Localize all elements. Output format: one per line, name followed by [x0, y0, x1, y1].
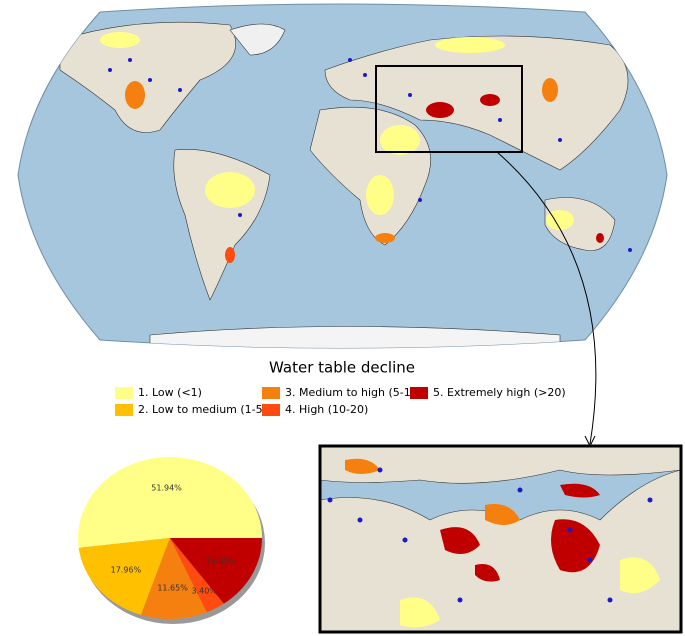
legend-label: 2. Low to medium (1-5): [138, 403, 267, 416]
slice-label: 11.65%: [157, 584, 188, 593]
low-areas: [100, 32, 574, 230]
legend-swatch: [262, 387, 280, 399]
pie-slice: [141, 538, 207, 619]
wells: [108, 58, 632, 252]
pie-slice: [170, 538, 224, 613]
slice-label: 51.94%: [151, 483, 182, 492]
legend-title: Water table decline: [269, 359, 415, 377]
legend-label: 5. Extremely high (>20): [433, 386, 566, 399]
world-map: [17, 3, 668, 448]
legend-label: 3. Medium to high (5-10): [285, 386, 422, 399]
legend-swatch: [410, 387, 428, 399]
inset-frame: [318, 444, 683, 634]
zoom-arrow: [496, 151, 597, 445]
legend-swatch: [115, 387, 133, 399]
pie-chart: 51.94% 17.96% 11.65% 3.40% 15.05%: [78, 457, 265, 624]
legend: 1. Low (<1) 2. Low to medium (1-5) 3. Medi…: [115, 386, 566, 416]
slice-label: 17.96%: [111, 565, 142, 574]
legend-label: 1. Low (<1): [138, 386, 202, 399]
legend-swatch: [115, 404, 133, 416]
decline-hotspots: [125, 78, 604, 263]
pie-slice: [78, 457, 262, 548]
inset-land: [320, 446, 681, 632]
pie-slice: [170, 538, 262, 604]
slice-label: 3.40%: [191, 586, 217, 595]
slice-label: 15.05%: [206, 556, 237, 565]
inset-map: [318, 444, 683, 634]
zoom-box: [375, 65, 523, 153]
legend-label: 4. High (10-20): [285, 403, 368, 416]
legend-swatch: [262, 404, 280, 416]
pie-slice: [78, 538, 170, 615]
